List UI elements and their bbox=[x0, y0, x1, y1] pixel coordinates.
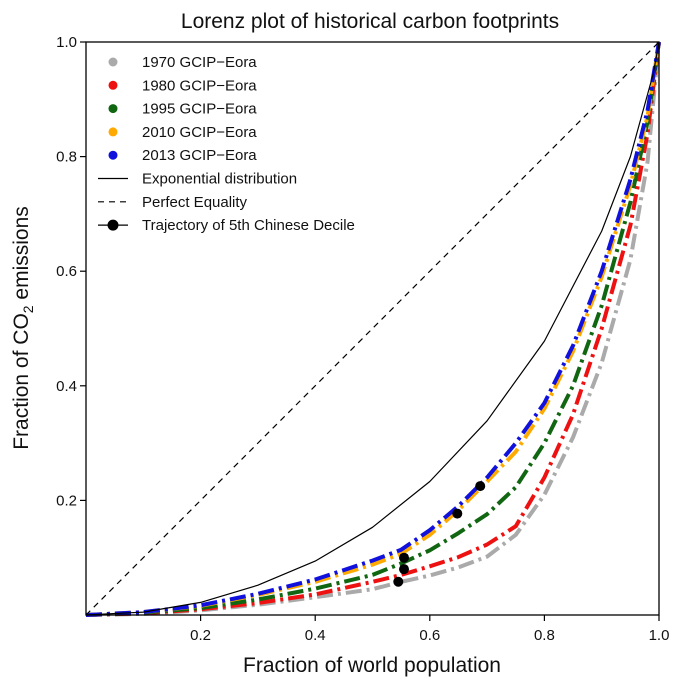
trajectory-point bbox=[399, 552, 410, 563]
y-tick-label: 0.2 bbox=[56, 492, 77, 509]
legend-marker bbox=[108, 150, 118, 160]
x-axis-label: Fraction of world population bbox=[243, 654, 501, 677]
legend-marker bbox=[108, 104, 118, 114]
legend-label: 1980 GCIP−Eora bbox=[142, 77, 257, 94]
legend-marker bbox=[108, 127, 118, 137]
legend-item-perfect-equality: Perfect Equality bbox=[98, 194, 248, 211]
y-axis-label: Fraction of CO2 emissions bbox=[10, 206, 36, 450]
y-axis-label-suffix: emissions bbox=[10, 206, 33, 305]
y-axis-ticks: 0.2 0.4 0.6 0.8 1.0 bbox=[56, 34, 86, 509]
trajectory-point bbox=[393, 576, 404, 587]
legend-item-1970-gcip-eora: 1970 GCIP−Eora bbox=[108, 54, 257, 71]
series-line-perfect-equality bbox=[85, 41, 660, 616]
legend: 1970 GCIP−Eora 1980 GCIP−Eora 1995 GCIP−Eo… bbox=[98, 54, 355, 234]
x-tick-label: 1.0 bbox=[649, 627, 670, 644]
legend-marker bbox=[108, 80, 118, 90]
trajectory-points bbox=[393, 481, 486, 587]
x-tick-label: 0.8 bbox=[534, 627, 555, 644]
series-line-2013-gcip-eora bbox=[85, 41, 661, 617]
x-tick-label: 0.4 bbox=[305, 627, 326, 644]
series-line-exponential-distribution bbox=[85, 41, 660, 616]
legend-label: Trajectory of 5th Chinese Decile bbox=[142, 217, 355, 234]
legend-label: 2013 GCIP−Eora bbox=[142, 147, 257, 164]
legend-item-trajectory-of-5th-chinese-decile: Trajectory of 5th Chinese Decile bbox=[98, 217, 355, 234]
legend-item-2013-gcip-eora: 2013 GCIP−Eora bbox=[108, 147, 257, 164]
x-axis-ticks: 0.2 0.4 0.6 0.8 1.0 bbox=[190, 615, 669, 644]
y-tick-label: 0.4 bbox=[56, 378, 77, 395]
legend-label: 2010 GCIP−Eora bbox=[142, 124, 257, 141]
legend-label: Exponential distribution bbox=[142, 171, 297, 188]
legend-label: Perfect Equality bbox=[142, 194, 248, 211]
legend-label: 1995 GCIP−Eora bbox=[142, 101, 257, 118]
plot-frame bbox=[85, 41, 660, 616]
legend-item-2010-gcip-eora: 2010 GCIP−Eora bbox=[108, 124, 257, 141]
legend-item-1995-gcip-eora: 1995 GCIP−Eora bbox=[108, 101, 257, 118]
legend-item-1980-gcip-eora: 1980 GCIP−Eora bbox=[108, 77, 257, 94]
plot-lines bbox=[85, 41, 661, 617]
y-tick-label: 0.6 bbox=[56, 263, 77, 280]
chart-title: Lorenz plot of historical carbon footpri… bbox=[181, 10, 559, 33]
legend-marker bbox=[107, 219, 119, 231]
legend-item-exponential-distribution: Exponential distribution bbox=[98, 171, 297, 188]
y-tick-label: 0.8 bbox=[56, 149, 77, 166]
legend-label: 1970 GCIP−Eora bbox=[142, 54, 257, 71]
trajectory-point bbox=[399, 564, 410, 575]
y-axis-label-prefix: Fraction of CO bbox=[10, 313, 33, 450]
y-axis-label-subscript: 2 bbox=[20, 305, 36, 313]
series-line-1995-gcip-eora bbox=[85, 41, 661, 617]
legend-marker bbox=[108, 57, 118, 67]
x-tick-label: 0.2 bbox=[190, 627, 211, 644]
trajectory-point bbox=[475, 481, 486, 492]
x-tick-label: 0.6 bbox=[419, 627, 440, 644]
trajectory-point bbox=[452, 508, 463, 519]
y-tick-label: 1.0 bbox=[56, 34, 77, 51]
series-line-1980-gcip-eora bbox=[85, 41, 661, 617]
